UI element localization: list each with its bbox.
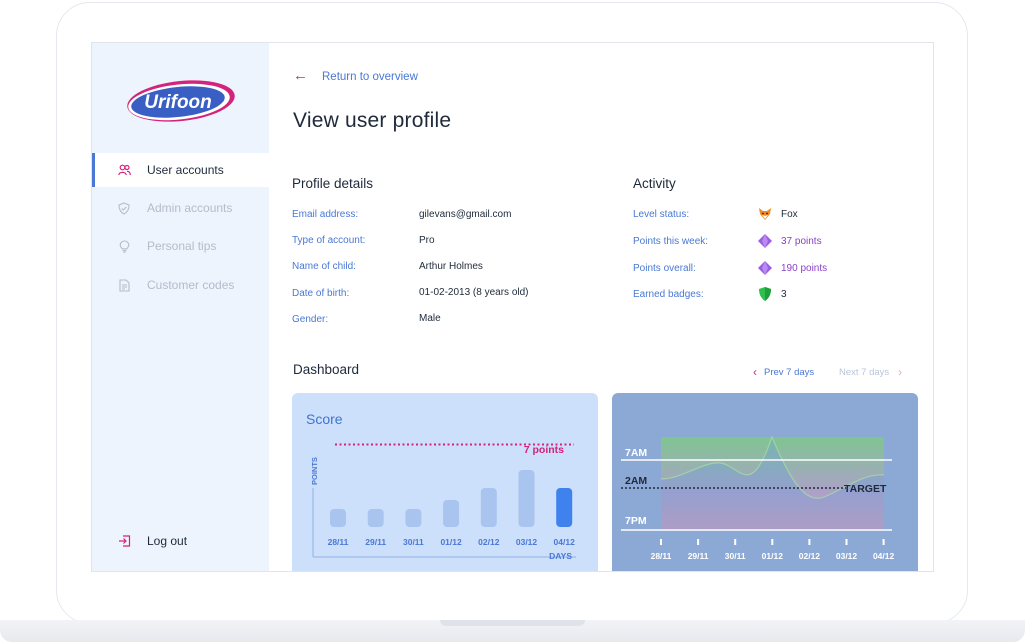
logout-label: Log out [147, 534, 188, 548]
main-content: ← Return to overview View user profile P… [269, 43, 933, 571]
level-status-label: Level status: [633, 209, 690, 220]
shield-badge-icon [757, 286, 773, 302]
x-tick-label: 30/11 [403, 537, 424, 547]
chevron-left-icon: ‹ [753, 365, 757, 379]
account-type-value: Pro [419, 235, 435, 246]
x-tick-label: 28/11 [651, 551, 672, 561]
ylabel-7am: 7AM [625, 447, 647, 459]
x-axis-label: DAYS [549, 551, 572, 561]
arrow-left-icon: ← [293, 67, 308, 84]
ylabel-7pm: 7PM [625, 515, 647, 527]
score-bar[interactable] [443, 500, 460, 527]
sidebar-item-admin-accounts[interactable]: Admin accounts [92, 191, 269, 225]
score-bar[interactable] [480, 488, 497, 527]
sleep-range-band [661, 437, 884, 530]
svg-text:Urifoon: Urifoon [144, 92, 212, 113]
x-tick-label: 01/12 [440, 537, 462, 547]
laptop-base [0, 620, 1025, 642]
gem-icon [757, 233, 773, 249]
x-tick-label: 01/12 [762, 551, 784, 561]
sidebar-item-label: Customer codes [147, 278, 235, 292]
email-value: gilevans@gmail.com [419, 209, 512, 220]
sleep-chart: 7AM 2AM 7PM TARGET 28/11 29/11 30/11 01/12 0… [621, 435, 895, 561]
level-status-value: Fox [757, 206, 798, 222]
sidebar-item-user-accounts[interactable]: User accounts [92, 153, 269, 187]
score-bar[interactable] [367, 509, 384, 527]
x-tick-label: 29/11 [365, 537, 386, 547]
email-label: Email address: [292, 209, 359, 220]
sidebar-item-customer-codes[interactable]: Customer codes [92, 268, 269, 302]
target-text: TARGET [844, 483, 887, 495]
earned-badges-value: 3 [757, 286, 787, 302]
gem-icon [757, 260, 773, 276]
points-week-label: Points this week: [633, 236, 709, 247]
app-screen: Urifoon User accounts Admin accounts Per… [91, 42, 934, 572]
sleep-card: 7AM 2AM 7PM TARGET 28/11 29/11 30/11 01/12 0… [612, 393, 918, 571]
sidebar-item-label: Admin accounts [147, 201, 233, 215]
score-bar[interactable] [405, 509, 422, 527]
urifoon-logo[interactable]: Urifoon [126, 77, 236, 125]
prev-7-days-button[interactable]: ‹ Prev 7 days [753, 365, 815, 379]
points-week-value: 37 points [757, 233, 822, 249]
ylabel-2am: 2AM [625, 475, 647, 487]
child-name-label: Name of child: [292, 261, 356, 272]
x-tick-label: 04/12 [554, 537, 576, 547]
gender-value: Male [419, 313, 441, 324]
laptop-notch [440, 620, 585, 626]
child-name-value: Arthur Holmes [419, 261, 483, 272]
sidebar-item-label: Personal tips [147, 239, 217, 253]
x-tick-label: 29/11 [688, 551, 709, 561]
x-tick-label: 02/12 [478, 537, 500, 547]
score-chart: Score POINTS DAYS 7 points 28/11 29/11 30/… [306, 411, 576, 561]
target-label: 7 points [524, 444, 564, 456]
score-bar[interactable] [556, 488, 573, 527]
x-tick-label: 28/11 [328, 537, 349, 547]
sidebar-item-label: User accounts [147, 163, 224, 177]
y-axis-label: POINTS [310, 457, 319, 485]
x-tick-label: 03/12 [516, 537, 538, 547]
logout-button[interactable]: Log out [92, 524, 269, 558]
logout-icon [117, 534, 131, 548]
points-overall-value: 190 points [757, 260, 827, 276]
earned-badges-label: Earned badges: [633, 289, 704, 300]
score-bar[interactable] [330, 509, 346, 527]
x-tick-label: 04/12 [873, 551, 895, 561]
page-title: View user profile [293, 109, 452, 132]
x-tick-label: 30/11 [725, 551, 746, 561]
sleep-area [661, 437, 884, 530]
users-icon [117, 163, 131, 177]
score-bar[interactable] [518, 470, 535, 527]
sleep-line [660, 435, 885, 499]
back-label: Return to overview [322, 70, 418, 83]
shield-icon [117, 201, 131, 215]
x-tick-label: 02/12 [799, 551, 821, 561]
score-card: Score POINTS DAYS 7 points 28/11 29/11 30/… [292, 393, 598, 571]
chevron-right-icon: › [898, 365, 903, 379]
activity-section-title: Activity [633, 176, 676, 191]
dashboard-title: Dashboard [293, 362, 360, 377]
dob-value: 01-02-2013 (8 years old) [419, 287, 529, 298]
dob-label: Date of birth: [292, 288, 350, 299]
profile-section-title: Profile details [292, 176, 374, 191]
points-overall-label: Points overall: [633, 263, 696, 274]
fox-icon [757, 206, 773, 222]
sidebar-item-personal-tips[interactable]: Personal tips [92, 229, 269, 263]
account-type-label: Type of account: [292, 235, 366, 246]
x-tick-label: 03/12 [836, 551, 858, 561]
return-to-overview-link[interactable]: ← Return to overview [293, 67, 418, 84]
next-7-days-button[interactable]: Next 7 days › [839, 365, 903, 379]
sidebar: Urifoon User accounts Admin accounts Per… [92, 43, 269, 571]
gender-label: Gender: [292, 314, 329, 325]
score-title: Score [306, 411, 343, 427]
lightbulb-icon [117, 239, 131, 253]
document-icon [117, 278, 131, 292]
